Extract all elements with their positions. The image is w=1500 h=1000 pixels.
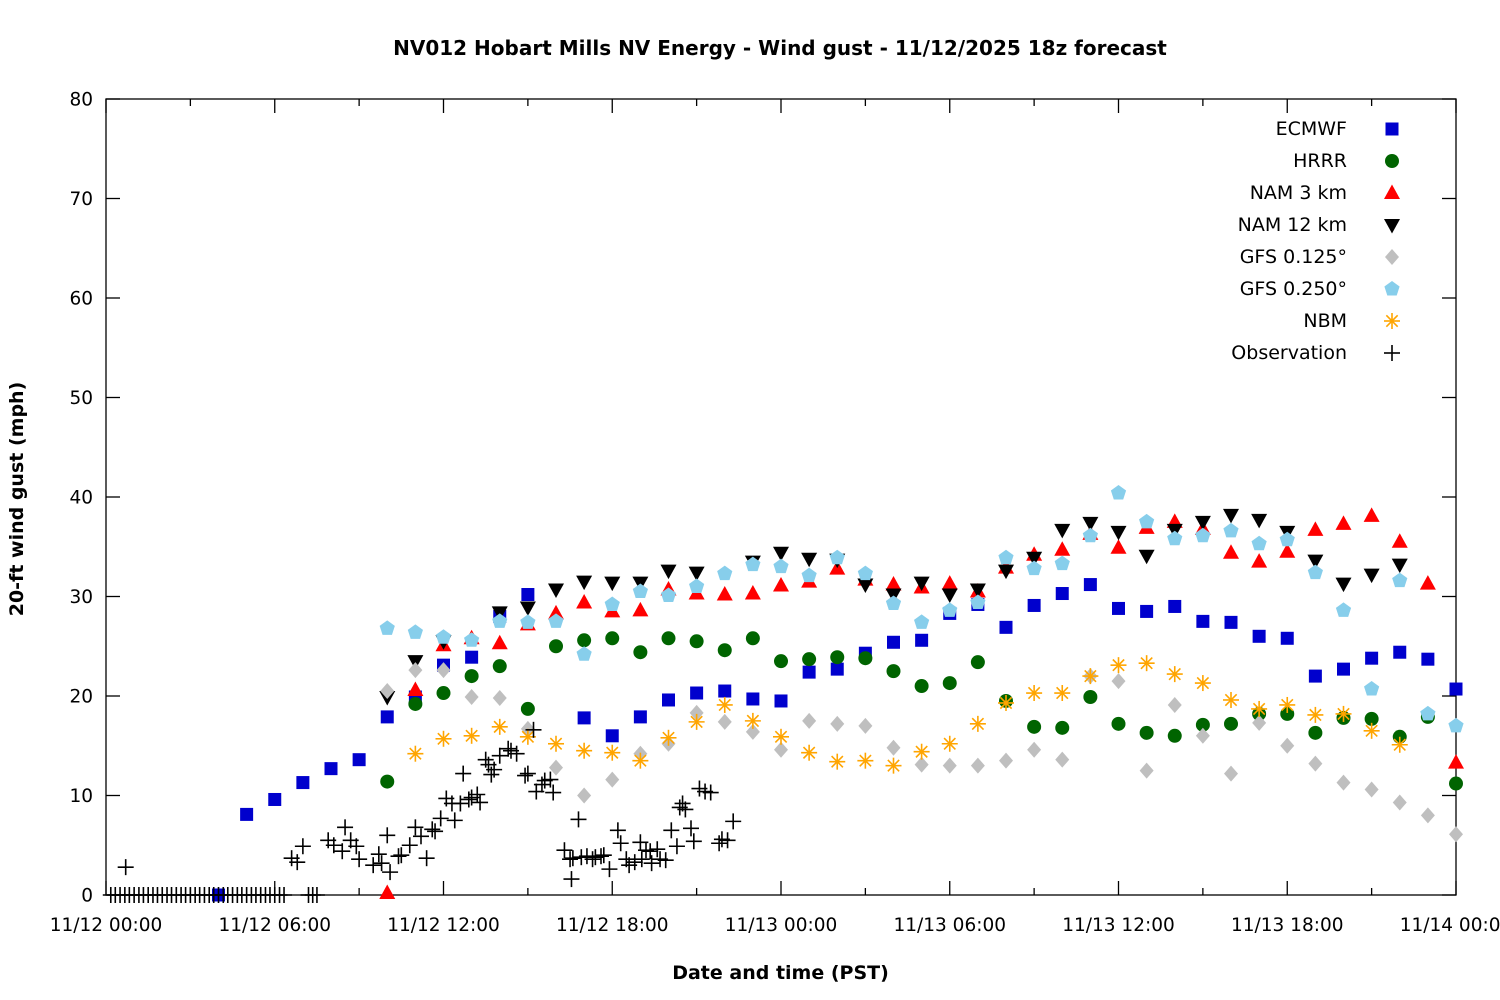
x-tick-label: 11/13 12:00 [1062,915,1175,936]
legend-item-nbm: NBM [1231,305,1409,337]
observation-plus-icon [1384,345,1400,361]
y-tick-label: 50 [69,388,93,409]
chart-title: NV012 Hobart Mills NV Energy - Wind gust… [393,36,1167,60]
y-tick-label: 60 [69,289,93,310]
legend-item-nam3km: NAM 3 km [1231,177,1409,209]
x-tick-labels: 11/12 00:00 11/12 06:00 11/12 12:00 11/12 1… [50,915,1500,936]
legend-label: NBM [1303,310,1347,332]
x-tick-label: 11/13 06:00 [893,915,1006,936]
series-nam12 [379,508,1408,706]
hrrr-circle-icon [1385,154,1399,168]
y-axis-ticks [106,98,1456,896]
legend-label: GFS 0.125° [1239,246,1347,268]
legend-item-nam12km: NAM 12 km [1231,209,1409,241]
x-tick-label: 11/13 18:00 [1231,915,1344,936]
y-tick-label: 20 [69,687,93,708]
y-tick-label: 0 [81,886,93,907]
x-tick-label: 11/12 00:00 [50,915,163,936]
x-axis-ticks [105,99,1457,895]
y-tick-labels: 0 10 20 30 40 50 60 70 80 [69,90,93,907]
legend-label: ECMWF [1275,118,1347,140]
legend-item-gfs0250: GFS 0.250° [1231,273,1409,305]
x-tick-label: 11/14 00:00 [1400,915,1500,936]
series-nam3 [379,507,1464,900]
x-tick-label: 11/13 00:00 [725,915,838,936]
y-tick-label: 10 [69,786,93,807]
series-gfs125 [380,662,1463,843]
y-axis-label: 20-ft wind gust (mph) [6,381,28,617]
y-tick-label: 40 [69,488,93,509]
legend-label: NAM 3 km [1249,182,1347,204]
legend-item-gfs0125: GFS 0.125° [1231,241,1409,273]
y-tick-label: 30 [69,587,93,608]
y-tick-label: 80 [69,90,93,111]
legend-item-hrrr: HRRR [1231,145,1409,177]
legend: ECMWF HRRR NAM 3 km NAM 12 km GFS 0.125°… [1231,113,1409,369]
gfs0125-diamond-icon [1385,249,1399,265]
legend-item-ecmwf: ECMWF [1231,113,1409,145]
x-tick-label: 11/12 12:00 [387,915,500,936]
gfs0250-pentagon-icon [1384,281,1400,296]
legend-label: GFS 0.250° [1239,278,1347,300]
legend-label: HRRR [1293,150,1347,172]
y-tick-label: 70 [69,189,93,210]
legend-label: Observation [1231,342,1347,364]
nam3km-triangle-up-icon [1384,184,1400,199]
series-nbm [407,655,1408,774]
x-tick-label: 11/12 06:00 [218,915,331,936]
nbm-asterisk-icon [1384,313,1400,329]
x-tick-label: 11/12 18:00 [556,915,669,936]
legend-item-observation: Observation [1231,337,1409,369]
nam12km-triangle-down-icon [1384,219,1400,234]
x-axis-label: Date and time (PST) [672,962,889,984]
legend-label: NAM 12 km [1237,214,1347,236]
series-obs [102,721,742,903]
ecmwf-square-icon [1385,122,1399,136]
series-gfs250 [379,485,1464,733]
series-ecmwf [212,578,1463,902]
